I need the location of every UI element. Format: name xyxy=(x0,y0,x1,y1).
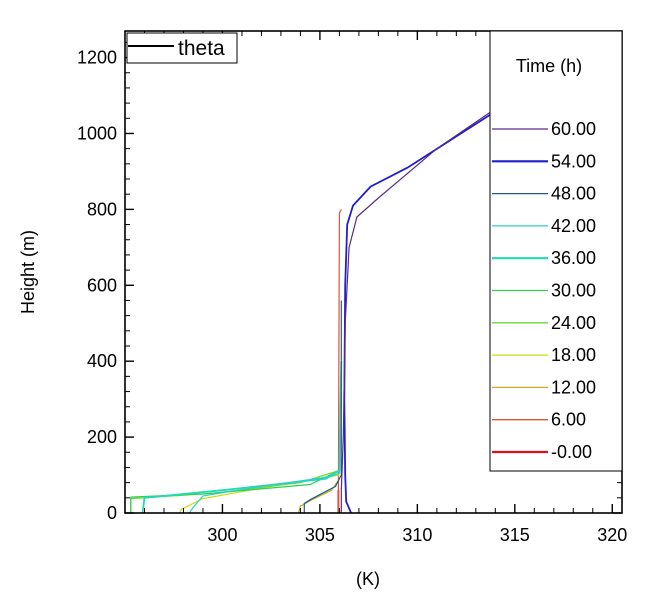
y-tick-label: 400 xyxy=(87,351,117,371)
x-tick-label: 310 xyxy=(402,525,432,545)
y-tick-label: 600 xyxy=(87,275,117,295)
title-box-label: theta xyxy=(178,37,225,60)
x-tick-label: 320 xyxy=(597,525,627,545)
legend-entries: 60.00 54.00 48.00 42.00 36.00 30.00 24.00 18.00… xyxy=(492,119,596,462)
series-layer xyxy=(130,33,617,514)
axis-ticks: 300 305 310 315 320 0 200 400 600 800 1000 1200 xyxy=(77,31,627,545)
legend-label: -0.00 xyxy=(551,442,592,462)
x-tick-label: 300 xyxy=(207,525,237,545)
series-line-54.00 xyxy=(343,33,617,514)
legend-title: Time (h) xyxy=(516,56,582,76)
legend-label: 30.00 xyxy=(551,281,596,301)
series-line-12.00 xyxy=(297,478,340,514)
y-tick-label: 200 xyxy=(87,427,117,447)
legend-label: 36.00 xyxy=(551,248,596,268)
legend-label: 54.00 xyxy=(551,151,596,171)
y-tick-label: 0 xyxy=(107,503,117,523)
legend-box xyxy=(489,30,623,472)
x-tick-label: 315 xyxy=(500,525,530,545)
title-box xyxy=(126,32,238,64)
legend-label: 24.00 xyxy=(551,313,596,333)
legend-label: 42.00 xyxy=(551,216,596,236)
legend-label: 48.00 xyxy=(551,184,596,204)
y-tick-label: 1200 xyxy=(77,48,117,68)
y-axis-label: Height (m) xyxy=(18,230,38,314)
legend-label: 12.00 xyxy=(551,377,596,397)
x-axis-label: (K) xyxy=(356,569,380,589)
legend-label: 6.00 xyxy=(551,410,586,430)
series-line-48.00 xyxy=(303,300,342,513)
series-line-42.00 xyxy=(188,361,342,514)
x-tick-label: 305 xyxy=(305,525,335,545)
y-tick-label: 800 xyxy=(87,199,117,219)
series-line-60.00 xyxy=(340,33,617,513)
legend-label: 18.00 xyxy=(551,345,596,365)
series-line-6.00 xyxy=(337,209,342,513)
legend-label: 60.00 xyxy=(551,119,596,139)
y-tick-label: 1000 xyxy=(77,123,117,143)
